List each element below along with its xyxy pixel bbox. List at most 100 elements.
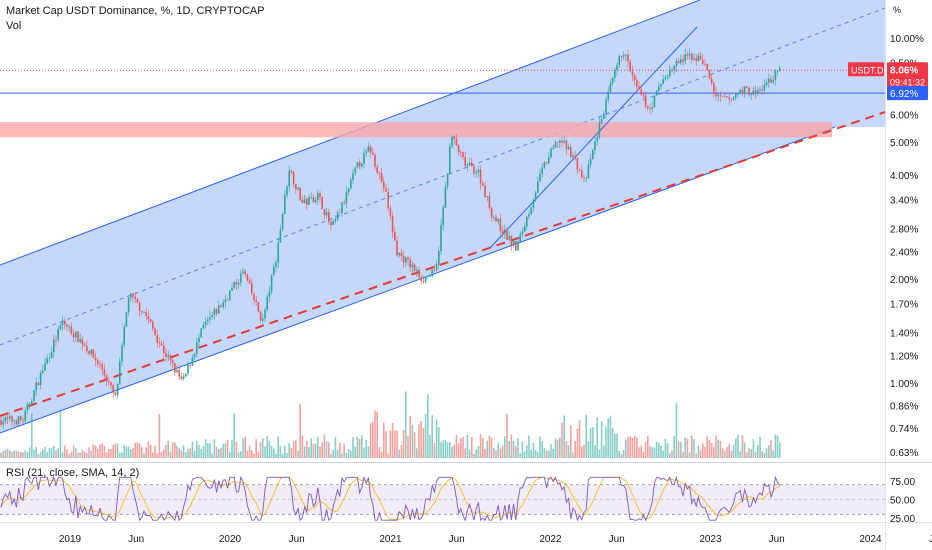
- candle: [189, 365, 191, 366]
- volume-bar: [325, 441, 328, 458]
- volume-label: Vol: [6, 20, 22, 32]
- candle: [385, 188, 387, 192]
- volume-bar: [270, 445, 273, 458]
- volume-bar: [308, 447, 310, 458]
- volume-bar: [721, 448, 724, 458]
- candle: [475, 172, 477, 174]
- volume-bar: [231, 440, 233, 458]
- candle: [354, 167, 356, 174]
- candle: [44, 363, 46, 371]
- candle: [39, 373, 42, 386]
- volume-bar: [292, 441, 295, 458]
- volume-bar: [607, 418, 609, 458]
- y-tick-label: 0.74%: [890, 424, 918, 435]
- symbol-tag-text: USDT.D: [851, 65, 884, 75]
- candle: [112, 385, 114, 393]
- volume-bar: [112, 444, 114, 458]
- volume-bar: [61, 452, 64, 458]
- volume-bar: [534, 449, 537, 458]
- volume-bar: [237, 452, 240, 458]
- volume-bar: [761, 451, 763, 458]
- candle: [123, 326, 125, 346]
- volume-bar: [587, 441, 590, 458]
- candle: [191, 357, 194, 366]
- candle: [695, 58, 697, 62]
- candle: [636, 80, 638, 87]
- candle: [616, 65, 618, 71]
- volume-bar: [323, 434, 326, 458]
- volume-bar: [526, 445, 528, 458]
- volume-bar: [341, 453, 343, 458]
- candle: [306, 199, 308, 205]
- volume-bar: [209, 443, 211, 458]
- candle: [405, 257, 407, 263]
- candle: [22, 419, 24, 421]
- candle: [702, 59, 704, 64]
- volume-bar: [697, 445, 700, 458]
- volume-bar: [55, 450, 57, 458]
- volume-bar: [24, 450, 26, 458]
- candle: [367, 146, 370, 152]
- volume-bar: [319, 446, 321, 458]
- volume-bar: [506, 413, 508, 458]
- candle: [611, 77, 614, 84]
- candle: [413, 264, 416, 272]
- candle: [2, 421, 4, 425]
- volume-bar: [385, 431, 387, 458]
- rsi-y-tick-label: 50.00: [890, 496, 915, 507]
- volume-bar: [255, 438, 257, 458]
- time-axis-border: [0, 522, 932, 523]
- volume-bar: [622, 449, 625, 458]
- candle: [209, 317, 211, 320]
- candle: [508, 235, 510, 240]
- volume-bar: [625, 439, 627, 458]
- candle: [391, 216, 394, 233]
- volume-bar: [673, 435, 675, 458]
- volume-bar: [79, 452, 81, 458]
- candle: [768, 78, 770, 83]
- y-tick-label: 1.70%: [890, 299, 918, 310]
- candle: [614, 70, 616, 78]
- volume-bar: [545, 450, 548, 458]
- y-tick-label: 0.63%: [890, 448, 918, 459]
- support-dashed-line: [0, 111, 886, 417]
- x-tick-label: 2019: [59, 534, 82, 545]
- volume-bar: [224, 443, 227, 458]
- volume-bar: [488, 435, 491, 458]
- volume-bar: [578, 420, 581, 458]
- candle: [90, 349, 92, 354]
- candle: [548, 157, 550, 164]
- volume-bar: [759, 436, 761, 458]
- volume-bar: [482, 438, 484, 458]
- volume-bar: [499, 448, 502, 458]
- candle: [308, 197, 310, 205]
- volume-bar: [402, 430, 405, 458]
- candle: [57, 329, 59, 341]
- symbol-tag: [848, 62, 884, 77]
- candle: [165, 353, 167, 357]
- volume-bar: [123, 444, 125, 458]
- candle: [429, 276, 431, 277]
- candle: [517, 241, 519, 251]
- candle: [17, 416, 20, 425]
- volume-bar: [132, 447, 134, 458]
- candle: [499, 219, 502, 231]
- volume-bar: [433, 442, 436, 458]
- volume-bar: [779, 442, 781, 458]
- candle: [724, 96, 726, 98]
- volume-bar: [127, 446, 130, 458]
- volume-bar: [191, 441, 194, 458]
- volume-bar: [187, 448, 189, 458]
- volume-bar: [774, 434, 777, 458]
- candle: [88, 351, 90, 354]
- volume-bar: [603, 445, 605, 458]
- candle: [235, 281, 238, 285]
- candle: [644, 95, 647, 107]
- candle: [290, 170, 293, 173]
- volume-bar: [105, 452, 108, 458]
- candle: [248, 280, 251, 284]
- candle: [350, 179, 352, 189]
- volume-bar: [559, 437, 561, 458]
- volume-bar: [35, 447, 37, 458]
